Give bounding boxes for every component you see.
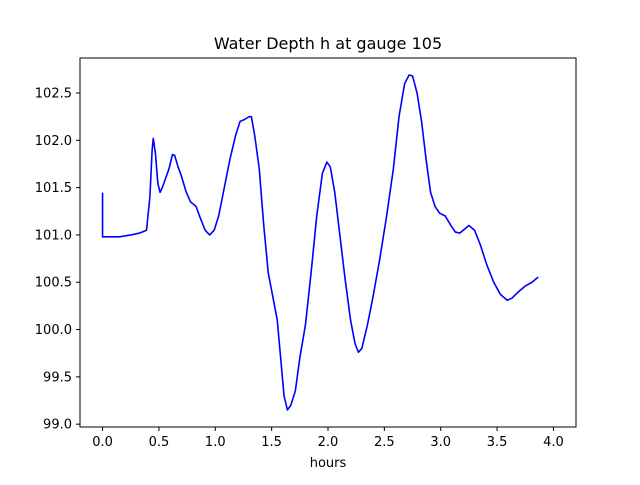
x-axis: 0.0 0.5 1.0 1.5 2.0 2.5 3.0 3.5 4.0 xyxy=(92,427,564,450)
x-tick-label: 4.0 xyxy=(543,435,564,450)
series-line-0 xyxy=(101,74,539,411)
y-axis: 99.0 99.5 100.0 100.5 101.0 101.5 102.0 102.5 xyxy=(35,87,80,433)
chart-title: Water Depth h at gauge 105 xyxy=(214,34,442,53)
x-tick-label: 2.0 xyxy=(318,435,339,450)
x-tick-label: 1.0 xyxy=(205,435,226,450)
y-tick-label: 102.0 xyxy=(35,134,72,149)
x-tick-label: 3.5 xyxy=(487,435,508,450)
x-tick-label: 1.5 xyxy=(261,435,282,450)
x-axis-label: hours xyxy=(310,456,347,471)
x-tick-label: 0.0 xyxy=(92,435,113,450)
y-tick-label: 101.0 xyxy=(35,228,72,243)
y-tick-label: 100.0 xyxy=(35,323,72,338)
y-tick-label: 99.0 xyxy=(43,418,72,433)
x-tick-label: 2.5 xyxy=(374,435,395,450)
y-tick-label: 102.5 xyxy=(35,87,72,102)
y-tick-label: 101.5 xyxy=(35,181,72,196)
plot-layer xyxy=(101,74,539,411)
y-tick-label: 100.5 xyxy=(35,276,72,291)
y-tick-label: 99.5 xyxy=(43,370,72,385)
x-tick-label: 0.5 xyxy=(149,435,170,450)
x-tick-label: 3.0 xyxy=(430,435,451,450)
